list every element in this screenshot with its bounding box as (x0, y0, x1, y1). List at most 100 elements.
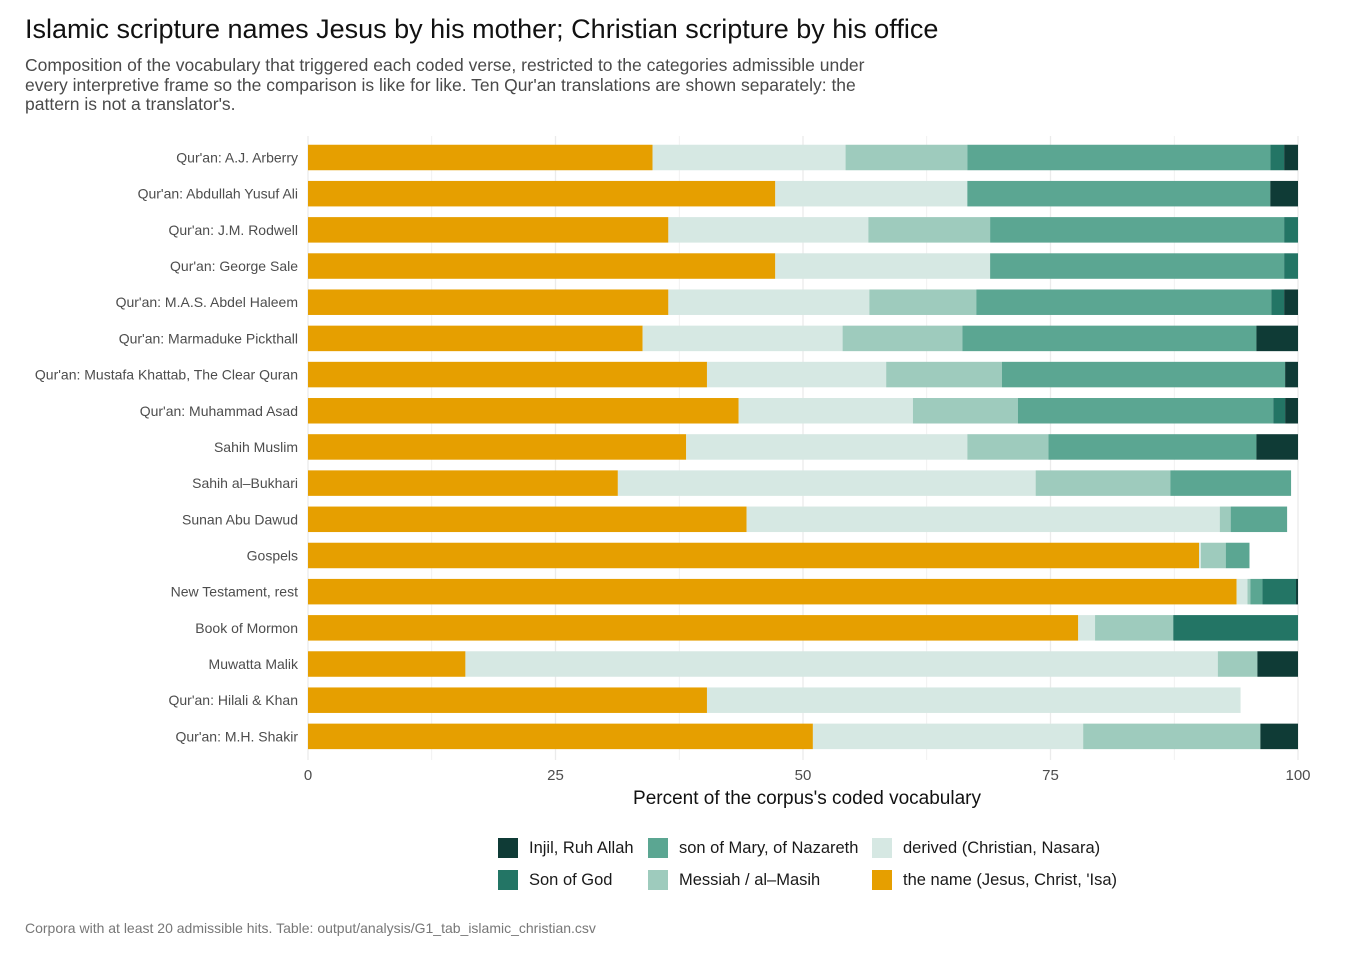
bar-segment-the-name (308, 253, 776, 279)
bar-segment-son-of-mary (976, 289, 1272, 315)
legend-item-the-name: the name (Jesus, Christ, 'Isa) (872, 870, 1117, 890)
bar-segment-the-name (308, 723, 813, 750)
bar-segment-derived (775, 253, 991, 279)
bar-segment-messiah (912, 398, 1018, 424)
bar-segment-messiah (842, 325, 963, 352)
legend-swatch (648, 838, 668, 858)
y-tick-label: Qur'an: Muhammad Asad (140, 403, 298, 419)
bar-segment-the-name (308, 361, 707, 388)
bar-segment-messiah (1083, 723, 1261, 750)
x-tick-label: 25 (547, 767, 564, 784)
chart-caption: Corpora with at least 20 admissible hits… (25, 920, 596, 936)
bar-segment-the-name (308, 398, 739, 424)
bar-segment-the-name (308, 651, 466, 677)
bar-segment-the-name (308, 434, 687, 460)
y-tick-label: Qur'an: George Sale (170, 258, 298, 274)
bar-segment-injil (1285, 398, 1298, 424)
bar-segment-messiah (1219, 506, 1231, 533)
bar-segment-injil (1270, 180, 1298, 207)
bar-segment-messiah (1200, 542, 1226, 569)
bar-segment-the-name (308, 289, 669, 315)
y-tick-label: Qur'an: Hilali & Khan (168, 692, 298, 708)
legend-swatch (648, 870, 668, 890)
bar-segment-injil (1256, 434, 1298, 460)
bar-segment-the-name (308, 506, 747, 533)
bar-segment-the-name (308, 542, 1199, 569)
bar-segment-son-of-mary (962, 325, 1257, 352)
legend-item-son-of-god: Son of God (498, 870, 612, 890)
bar-segment-messiah (1035, 470, 1171, 496)
bar-segment-son-of-mary (967, 144, 1271, 171)
bar-segment-derived (1236, 578, 1248, 605)
bar-segment-derived (1078, 615, 1096, 641)
chart-title: Islamic scripture names Jesus by his mot… (25, 14, 939, 44)
y-tick-label: New Testament, rest (171, 584, 298, 600)
bar-segment-messiah (1217, 651, 1258, 677)
bar-segment-the-name (308, 180, 776, 207)
bar-segment-son-of-mary (1250, 578, 1263, 605)
bar-segment-derived (686, 434, 968, 460)
bar-segment-derived (706, 361, 887, 388)
stacked-bar-chart: Qur'an: A.J. Arberry Qur'an: Abdullah Yus… (35, 136, 1311, 809)
x-tick-label: 0 (304, 767, 312, 784)
bar-segment-son-of-god (1173, 615, 1298, 641)
bar-segment-derived (652, 144, 846, 171)
x-tick-labels: 0 25 50 75 100 (304, 767, 1311, 784)
bar-segment-the-name (308, 578, 1237, 605)
legend-label: derived (Christian, Nasara) (903, 838, 1101, 857)
legend-label: Messiah / al–Masih (679, 870, 821, 889)
y-tick-label: Sunan Abu Dawud (182, 511, 298, 527)
legend-label: Injil, Ruh Allah (529, 838, 634, 857)
legend-swatch (498, 870, 518, 890)
y-tick-label: Gospels (247, 547, 298, 563)
bar-segment-son-of-mary (1170, 470, 1292, 496)
bar-segment-derived (775, 180, 968, 207)
bar-segment-son-of-mary (990, 253, 1285, 279)
y-tick-label: Qur'an: M.H. Shakir (176, 728, 299, 744)
bar-segment-injil (1284, 144, 1298, 171)
bar-segment-injil (1285, 361, 1298, 388)
y-tick-label: Book of Mormon (195, 620, 298, 636)
bar-segment-the-name (308, 217, 669, 243)
legend-item-messiah: Messiah / al–Masih (648, 870, 820, 890)
bar-segment-derived (746, 506, 1220, 533)
bar-segment-the-name (308, 615, 1079, 641)
bar-segment-messiah (1095, 615, 1174, 641)
bar-segment-the-name (308, 470, 618, 496)
bar-segment-derived (642, 325, 843, 352)
bar-segment-son-of-god (1284, 253, 1298, 279)
bar-segment-son-of-god (1284, 217, 1298, 243)
bar-segment-messiah (869, 289, 977, 315)
bar-segment-derived (1199, 542, 1201, 569)
bar-segment-messiah (868, 217, 991, 243)
bar-segment-derived (812, 723, 1084, 750)
bar-segment-messiah (967, 434, 1049, 460)
bar-segment-the-name (308, 687, 707, 713)
legend-item-derived: derived (Christian, Nasara) (872, 838, 1100, 858)
y-tick-label: Sahih Muslim (214, 439, 298, 455)
y-tick-label: Sahih al–Bukhari (192, 475, 298, 491)
legend-swatch (498, 838, 518, 858)
bar-segment-son-of-mary (967, 180, 1271, 207)
legend-label: son of Mary, of Nazareth (679, 838, 859, 857)
bar-segment-derived (738, 398, 913, 424)
bar-segment-injil (1257, 651, 1298, 677)
y-tick-label: Qur'an: Mustafa Khattab, The Clear Quran (35, 367, 298, 383)
bars (308, 144, 1298, 750)
legend-swatch (872, 870, 892, 890)
bar-segment-son-of-mary (1001, 361, 1286, 388)
bar-segment-son-of-god (1262, 578, 1297, 605)
y-tick-label: Qur'an: Marmaduke Pickthall (119, 330, 298, 346)
bar-segment-son-of-mary (1225, 542, 1250, 569)
bar-segment-derived (706, 687, 1241, 713)
x-tick-label: 100 (1285, 767, 1310, 784)
bar-segment-the-name (308, 144, 653, 171)
y-tick-label: Qur'an: M.A.S. Abdel Haleem (116, 294, 298, 310)
legend-swatch (872, 838, 892, 858)
bar-segment-injil (1256, 325, 1298, 352)
legend-item-injil: Injil, Ruh Allah (498, 838, 634, 858)
bar-segment-son-of-mary (1048, 434, 1257, 460)
x-tick-label: 75 (1042, 767, 1059, 784)
bar-segment-derived (465, 651, 1218, 677)
y-tick-label: Muwatta Malik (209, 656, 299, 672)
